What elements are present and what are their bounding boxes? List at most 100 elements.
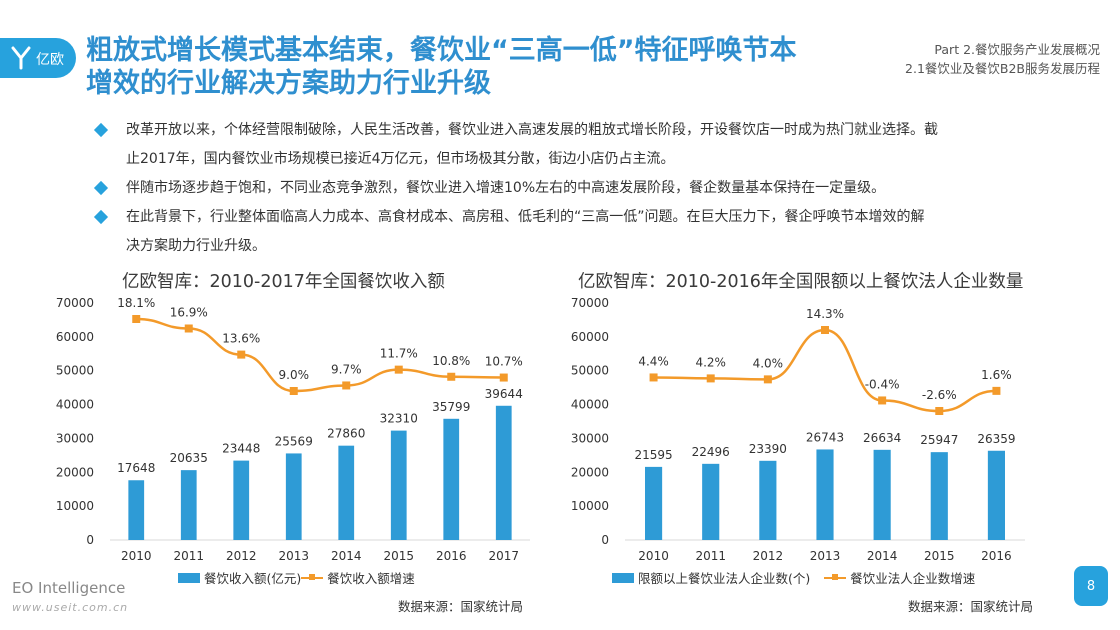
legend-label-revenue-growth: 餐饮收入额增速 [327,571,415,586]
growth-value-label: -0.4% [865,377,900,391]
x-tick-label: 2012 [753,549,784,563]
growth-point [342,381,351,390]
page-title-line2: 增效的行业解决方案助力行业升级 [86,68,491,99]
y-tick-label: 10000 [56,499,94,513]
growth-value-label: 9.0% [279,368,310,382]
growth-value-label: 4.4% [638,354,669,368]
growth-value-label: 13.6% [222,332,260,346]
x-tick-label: 2014 [867,549,898,563]
bar [128,480,145,540]
subsection-label: 2.1餐饮业及餐饮B2B服务发展历程 [905,61,1100,76]
diamond-bullet-icon [93,122,109,138]
page-number: 8 [1074,566,1108,606]
growth-point [878,396,887,405]
revenue-chart-source: 数据来源：国家统计局 [398,599,524,614]
bar-value-label: 26634 [863,431,901,445]
x-tick-label: 2012 [226,549,257,563]
bar-value-label: 20635 [170,451,208,465]
x-tick-label: 2016 [436,549,467,563]
x-tick-label: 2015 [383,549,414,563]
page-title-line1: 粗放式增长模式基本结束，餐饮业“三高一低”特征呼唤节本 [86,35,797,66]
bar [180,470,197,540]
chart-title-revenue: 亿欧智库：2010-2017年全国餐饮收入额 [122,272,445,292]
bar-value-label: 22496 [692,445,730,459]
growth-point [394,365,403,374]
bar [495,405,512,540]
bar-value-label: 21595 [634,448,672,462]
x-tick-label: 2014 [331,549,362,563]
bar-value-label: 27860 [327,427,365,441]
bar [233,460,250,540]
x-tick-label: 2010 [121,549,152,563]
y-tick-label: 20000 [571,465,609,479]
bar-value-label: 39644 [485,387,523,401]
bar [338,445,355,540]
growth-point [706,374,715,383]
growth-point [499,373,508,382]
x-tick-label: 2016 [981,549,1012,563]
bullet-text-line: 决方案助力行业升级。 [126,238,266,254]
growth-value-label: 4.2% [695,355,726,369]
bullet-item: 改革开放以来，个体经营限制破除，人民生活改善，餐饮业进入高速发展的粗放式增长阶段… [93,116,1066,174]
y-tick-label: 0 [601,533,609,547]
y-tick-label: 20000 [56,465,94,479]
growth-point [237,350,246,359]
x-tick-label: 2011 [695,549,726,563]
legend-label-enterprise-growth: 餐饮业法人企业数增速 [850,571,976,586]
logo: 亿欧 [0,38,76,78]
growth-value-label: 11.7% [380,347,418,361]
y-tick-label: 50000 [56,364,94,378]
x-tick-label: 2017 [488,549,519,563]
enterprise-chart-legend: 限额以上餐饮业法人企业数(个) 餐饮业法人企业数增速 [612,568,975,587]
bar-value-label: 26359 [977,432,1015,446]
part-label: Part 2.餐饮服务产业发展概况 [934,42,1100,57]
growth-value-label: 10.8% [432,354,470,368]
line-swatch-icon [301,573,324,580]
x-tick-label: 2013 [278,549,309,563]
bar [443,418,460,540]
bar-value-label: 25947 [920,433,958,447]
growth-line [136,317,504,393]
logo-text: 亿欧 [36,52,64,68]
bar [987,450,1005,540]
brand-url: www.useit.com.cn [12,601,129,614]
y-tick-label: 10000 [571,499,609,513]
bullet-text-line: 在此背景下，行业整体面临高人力成本、高食材成本、高房租、低毛利的“三高一低”问题… [126,209,925,225]
bar [702,463,720,540]
growth-point [992,386,1001,395]
bar-swatch-icon [612,572,634,583]
growth-value-label: 16.9% [170,305,208,319]
brand-name: EO Intelligence [12,579,126,597]
x-tick-label: 2011 [173,549,204,563]
growth-point [935,407,944,415]
growth-point [821,326,829,334]
diamond-bullet-icon [93,209,109,225]
bullet-item: 伴随市场逐步趋于饱和，不同业态竞争激烈，餐饮业进入增速10%左右的中高速发展阶段… [93,174,1066,203]
bar-swatch-icon [178,572,200,583]
enterprise-chart: 0 10000 20000 30000 40000 50000 60000 70000 2159… [571,296,1025,563]
bullet-item: 在此背景下，行业整体面临高人力成本、高食材成本、高房租、低毛利的“三高一低”问题… [93,203,1066,261]
bar-value-label: 32310 [380,412,418,426]
growth-value-label: 4.0% [753,356,784,370]
growth-point [132,315,141,323]
x-tick-label: 2013 [810,549,841,563]
growth-value-label: 14.3% [806,307,844,321]
growth-value-label: 9.7% [331,362,362,376]
bar [759,460,777,540]
x-tick-label: 2010 [638,549,669,563]
y-tick-label: 0 [86,533,94,547]
bullet-text-line: 伴随市场逐步趋于饱和，不同业态竞争激烈，餐饮业进入增速10%左右的中高速发展阶段… [126,180,886,196]
growth-value-label: 1.6% [981,368,1012,382]
y-tick-label: 40000 [571,398,609,412]
legend-label-enterprises: 限额以上餐饮业法人企业数(个) [638,571,811,586]
growth-value-label: -2.6% [922,388,957,402]
page-title: 粗放式增长模式基本结束，餐饮业“三高一低”特征呼唤节本 增效的行业解决方案助力行… [86,34,846,100]
growth-value-label: 18.1% [117,296,155,310]
y-tick-label: 60000 [571,330,609,344]
bar [390,430,407,540]
bar [285,453,302,540]
bar [645,466,663,540]
bar [816,449,834,540]
y-tick-label: 40000 [56,398,94,412]
growth-point [649,373,658,382]
